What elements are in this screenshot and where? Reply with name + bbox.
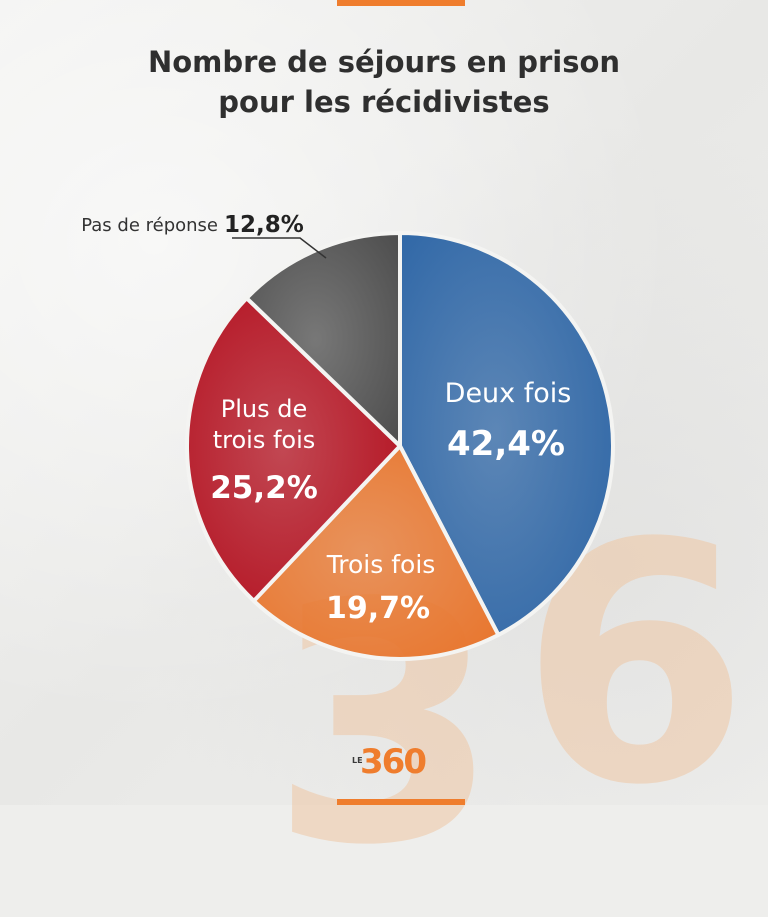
slice-label-pas-de-reponse: Pas de réponse [81, 215, 218, 236]
slice-value-plus-de-trois-fois: 25,2% [210, 470, 318, 506]
bottom-accent-bar [337, 799, 465, 805]
chart-title-line-1: Nombre de séjours en prison [147, 45, 621, 79]
pie-slice-trois-fois [251, 444, 501, 661]
pie-chart: Deux fois 42,4% Trois fois 19,7% Plus de troi… [81, 212, 615, 661]
slice-value-pas-de-reponse: 12,8% [224, 212, 304, 238]
pie-slice-deux-fois [398, 231, 615, 637]
slice-label-deux-fois: Deux fois [445, 378, 572, 409]
slice-value-deux-fois: 42,4% [447, 424, 565, 464]
slice-label-trois-fois: Trois fois [326, 550, 436, 579]
logo-number: 360 [360, 742, 427, 782]
le360-logo: LE 360 [352, 742, 462, 782]
top-accent-bar [337, 0, 465, 6]
slice-value-trois-fois: 19,7% [326, 591, 430, 626]
leader-line-pas-de-reponse [232, 237, 327, 259]
slice-label-plus-de-trois-fois-line-1: Plus de [221, 395, 307, 423]
pie-slice-plus-de-trois-fois [185, 296, 402, 603]
chart-title-line-2: pour les récidivistes [218, 85, 550, 119]
logo-prefix: LE [352, 756, 363, 765]
slice-label-plus-de-trois-fois-line-2: trois fois [213, 426, 316, 454]
chart-title: Nombre de séjours en prison pour les réc… [100, 42, 668, 122]
